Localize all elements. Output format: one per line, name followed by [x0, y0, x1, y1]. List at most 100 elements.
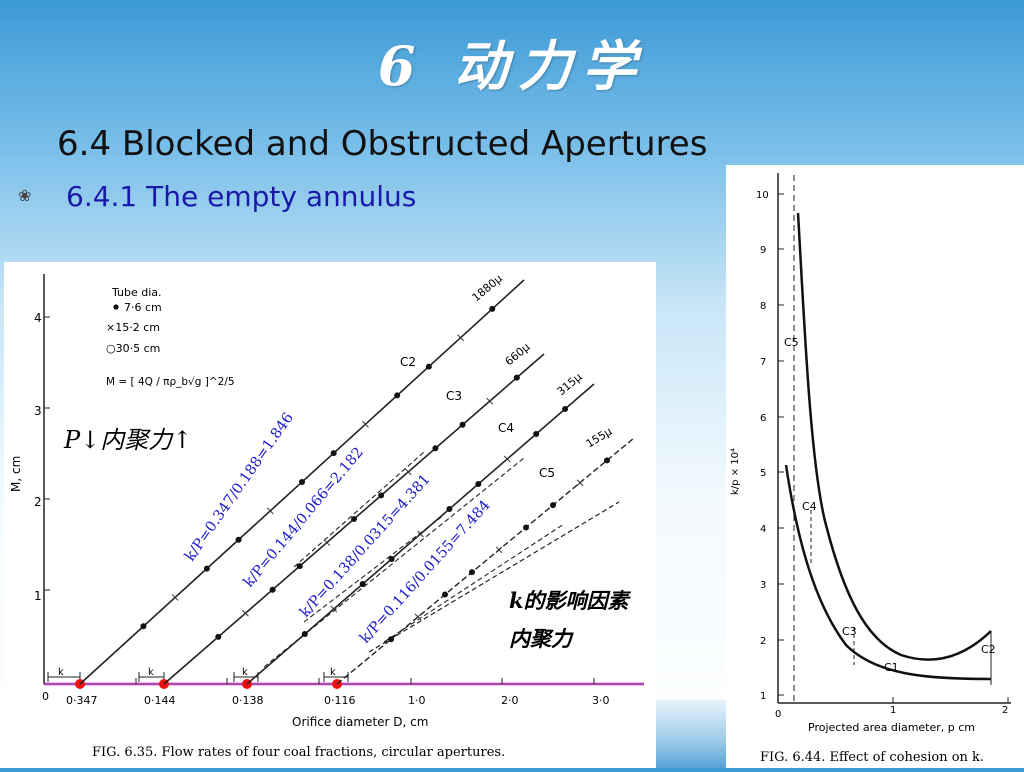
legend-item: ×15·2 cm	[106, 321, 160, 334]
k-label: k	[242, 667, 248, 678]
data-point	[425, 363, 432, 370]
cross-marker	[362, 420, 369, 428]
cross-stroke	[486, 397, 494, 405]
data-point	[378, 492, 385, 499]
curve-label: C3	[842, 625, 857, 638]
cross-stroke	[404, 468, 412, 476]
x-axis-label: Projected area diameter, p cm	[808, 721, 975, 734]
data-point	[550, 502, 556, 509]
k-value-label: 0·144	[144, 694, 176, 707]
x-tick-label: 3·0	[592, 694, 610, 707]
curve-label: C4	[498, 421, 514, 435]
data-point	[330, 450, 337, 457]
factor-note: 内聚力	[509, 626, 574, 651]
legend-formula: M = [ 4Q / πρ_b√g ]^2/5	[106, 376, 235, 388]
cross-marker	[266, 507, 274, 515]
y-axis-label: k/p × 10⁴	[730, 448, 741, 495]
k-bracket: k	[47, 667, 81, 682]
cross-marker	[457, 334, 464, 342]
y-tick-label: 3	[34, 404, 42, 418]
size-label: 155μ	[584, 425, 615, 451]
curve-label: C5	[539, 466, 555, 480]
data-point	[140, 623, 147, 630]
decorative-band	[656, 700, 726, 768]
data-point	[301, 631, 308, 637]
x-axis-label: Orifice diameter D, cm	[292, 715, 428, 729]
cross-marker	[330, 605, 338, 613]
cross-stroke	[495, 546, 503, 554]
y-tick-label: 8	[760, 301, 766, 312]
curve-label: C2	[981, 643, 996, 656]
curve-label: C3	[446, 389, 462, 403]
y-tick-label: 7	[760, 357, 766, 368]
curve-label: C2	[400, 355, 416, 369]
cross-marker	[576, 479, 584, 487]
cross-stroke	[576, 479, 584, 487]
y-tick-label: 5	[760, 468, 766, 479]
data-point	[459, 421, 466, 428]
cross-stroke	[171, 594, 179, 601]
data-point	[513, 374, 520, 381]
dot-marker-icon	[113, 304, 119, 310]
subsection-heading: 6.4.1 The empty annulus	[66, 180, 417, 213]
k-value-label: 0·116	[324, 694, 356, 707]
cohesion-figure: 1 2 3 4 5 6 7 8 9 10 k/p × 10⁴ 0 1 2 C5 …	[726, 165, 1024, 768]
curve-label: C1	[884, 661, 899, 674]
cross-stroke	[242, 609, 249, 617]
cross-stroke	[503, 455, 511, 463]
y-tick-label: 1	[34, 589, 42, 603]
flow-rate-plot: 1 2 3 4 M, cm 0 1·0 2·0 3·0 0·347 0·144 …	[9, 272, 644, 760]
figure-caption: FIG. 6.44. Effect of cohesion on k.	[760, 750, 984, 765]
y-tick-label: 9	[760, 245, 766, 256]
flower-bullet-icon: ❀	[18, 186, 32, 205]
x-tick-label: 2	[1002, 705, 1008, 716]
flow-rate-figure: 1 2 3 4 M, cm 0 1·0 2·0 3·0 0·347 0·144 …	[4, 262, 656, 768]
curve-label: C5	[784, 336, 799, 349]
data-point	[388, 556, 395, 562]
size-label: 315μ	[555, 370, 585, 398]
y-tick-label: 2	[34, 495, 42, 509]
data-point	[475, 481, 482, 487]
k-value-label: 0·347	[66, 694, 98, 707]
y-axis-label: M, cm	[9, 456, 23, 492]
p-note: P↓内聚力↑	[63, 426, 192, 454]
x-tick-label: 0	[775, 709, 781, 720]
data-point	[235, 536, 242, 543]
y-tick-label: 10	[756, 190, 769, 201]
cross-marker	[323, 539, 331, 546]
size-label: 660μ	[503, 340, 533, 368]
tick-marks	[777, 193, 1009, 703]
cross-marker	[404, 468, 412, 476]
cross-marker	[414, 613, 422, 621]
cross-marker	[417, 530, 424, 538]
y-tick-label: 3	[760, 580, 766, 591]
factor-note: k的影响因素	[509, 588, 632, 613]
y-tick-label: 6	[760, 413, 766, 424]
cohesion-plot: 1 2 3 4 5 6 7 8 9 10 k/p × 10⁴ 0 1 2 C5 …	[730, 173, 1011, 765]
section-heading: 6.4 Blocked and Obstructed Apertures	[57, 124, 708, 164]
y-tick-label: 2	[760, 636, 766, 647]
curve-c2	[796, 212, 992, 661]
cross-marker	[486, 397, 494, 405]
cross-stroke	[362, 420, 369, 428]
curve-c1	[784, 464, 992, 681]
data-point	[442, 591, 448, 598]
k-bracket: k	[323, 667, 349, 682]
series-c5	[336, 437, 635, 685]
slide-title: 6 动力学	[377, 34, 647, 98]
x-tick-label: 1	[890, 705, 896, 716]
data-point	[489, 305, 496, 312]
curve-label: C4	[802, 500, 817, 513]
data-points	[140, 305, 610, 643]
data-point	[469, 569, 475, 576]
data-point	[388, 636, 394, 643]
y-tick-label: 4	[34, 311, 42, 325]
k-value-label: 0·138	[232, 694, 264, 707]
data-point	[446, 506, 453, 512]
x-tick-label: 2·0	[501, 694, 519, 707]
cross-stroke	[330, 605, 338, 613]
data-point	[432, 445, 439, 452]
cross-stroke	[417, 530, 424, 538]
data-point	[359, 581, 366, 587]
cross-stroke	[414, 613, 422, 621]
